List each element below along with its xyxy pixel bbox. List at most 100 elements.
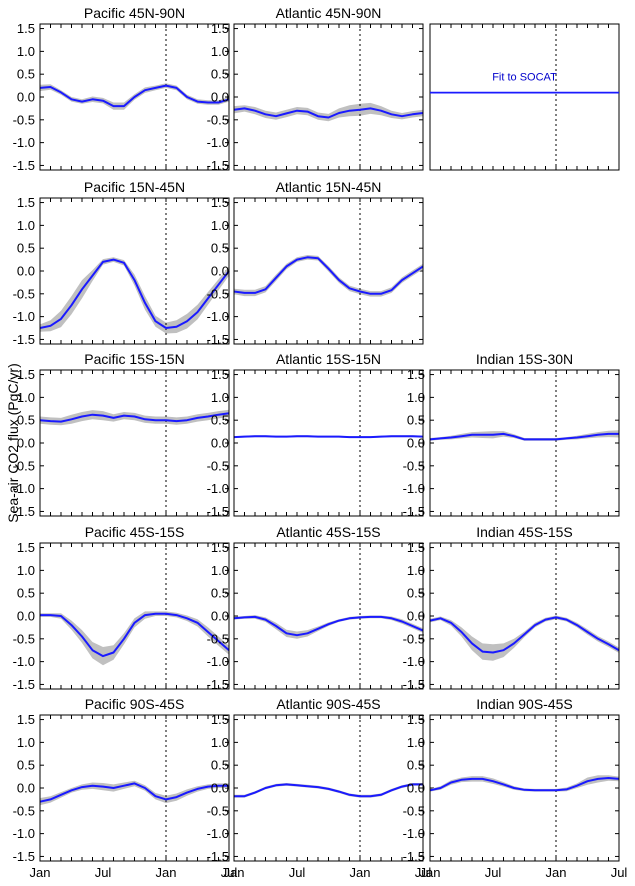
y-tick-label: 1.0	[211, 390, 229, 405]
y-tick-label: -1.0	[13, 826, 35, 841]
plot-frame	[429, 542, 620, 690]
y-tick-label: 1.5	[211, 540, 229, 555]
panel-title: Indian 45S-15S	[476, 524, 573, 540]
y-tick-label: 0.0	[407, 609, 425, 624]
panel-title: Pacific 45N-90N	[84, 5, 185, 21]
y-tick-label: 1.5	[211, 367, 229, 382]
y-tick-label: -0.5	[207, 458, 229, 473]
y-tick-label: -0.5	[13, 803, 35, 818]
panel-atlantic-15s-15n: Atlantic 15S-15N -1.5 -1.0 -0.5 0.0 0.5 1.0 1.5	[207, 351, 424, 519]
socat-fit-line	[233, 435, 424, 439]
y-tick-label: 1.0	[407, 390, 425, 405]
socat-fit-line	[39, 84, 230, 108]
y-tick-label: 0.5	[211, 413, 229, 428]
plot-frame	[233, 197, 424, 345]
plot-frame	[39, 197, 230, 345]
y-tick-label: -1.5	[13, 158, 35, 173]
uncertainty-band	[430, 615, 619, 661]
x-tick-label: Jul	[485, 865, 502, 880]
panel-title: Atlantic 15N-45N	[276, 179, 382, 195]
x-tick-label: Jul	[95, 865, 112, 880]
y-tick-label: 0.5	[17, 413, 35, 428]
y-tick-label: 0.5	[17, 67, 35, 82]
y-tick-label: -0.5	[403, 458, 425, 473]
y-tick-label: 1.0	[17, 218, 35, 233]
y-tick-label: 0.0	[211, 90, 229, 105]
y-tick-label: -0.5	[207, 112, 229, 127]
y-tick-label: -1.5	[207, 332, 229, 347]
panel-grid: Pacific 45N-90N -1.5 -1.0 -0.5 0.0 0.5 1.0 1.5 A…	[13, 5, 628, 880]
y-tick-label: 1.0	[407, 563, 425, 578]
y-tick-label: 0.0	[211, 436, 229, 451]
panel-indian-15s-30n: Indian 15S-30N -1.5 -1.0 -0.5 0.0 0.5 1.0 1.5	[403, 351, 620, 519]
y-tick-label: 0.5	[407, 758, 425, 773]
y-tick-label: 1.5	[407, 540, 425, 555]
y-tick-label: 0.0	[407, 436, 425, 451]
panel-pacific-45s-15s: Pacific 45S-15S -1.5 -1.0 -0.5 0.0 0.5 1.0 1.5	[13, 524, 230, 692]
panel-atlantic-45n-90n: Atlantic 45N-90N -1.5 -1.0 -0.5 0.0 0.5 1.0 1.5	[207, 5, 424, 173]
socat-fit-line	[39, 782, 229, 803]
plot-frame	[233, 23, 424, 171]
x-tick-label: Jan	[420, 865, 441, 880]
y-tick-label: 0.5	[17, 241, 35, 256]
y-tick-label: 1.0	[17, 390, 35, 405]
panel-pacific-45n-90n: Pacific 45N-90N -1.5 -1.0 -0.5 0.0 0.5 1.0 1.5	[13, 5, 230, 173]
y-tick-label: -1.5	[403, 677, 425, 692]
y-tick-label: 1.0	[211, 44, 229, 59]
x-tick-label: Jul	[289, 865, 306, 880]
y-axis-label: Sea-air CO2 flux (PgC/yr)	[5, 363, 21, 522]
y-tick-label: 1.0	[211, 218, 229, 233]
y-tick-label: 0.0	[17, 264, 35, 279]
plot-frame	[39, 542, 230, 690]
socat-fit-line	[40, 612, 230, 658]
y-tick-label: 0.0	[211, 264, 229, 279]
plot-frame	[233, 369, 424, 517]
plot-frame	[39, 369, 230, 517]
socat-fit-line	[233, 615, 424, 637]
y-tick-label: -1.0	[13, 654, 35, 669]
panel-title: Pacific 15N-45N	[84, 179, 185, 195]
y-tick-label: -1.5	[13, 504, 35, 519]
plot-frame	[233, 714, 424, 862]
y-tick-label: 1.0	[17, 563, 35, 578]
panel-title: Atlantic 90S-45S	[276, 696, 380, 712]
y-tick-label: 0.0	[17, 609, 35, 624]
uncertainty-band	[234, 783, 423, 798]
y-tick-label: -0.5	[13, 112, 35, 127]
y-tick-label: 0.5	[211, 67, 229, 82]
panel-pacific-15n-45n: Pacific 15N-45N -1.5 -1.0 -0.5 0.0 0.5 1.0 1.5	[13, 179, 230, 347]
y-tick-label: -1.0	[13, 135, 35, 150]
y-tick-label: 1.5	[211, 195, 229, 210]
y-tick-label: 1.0	[211, 563, 229, 578]
panel-title: Indian 15S-30N	[476, 351, 573, 367]
y-tick-label: 1.0	[211, 735, 229, 750]
socat-fit-line	[429, 432, 619, 441]
y-tick-label: -1.5	[207, 677, 229, 692]
panel-indian-90s-45s: Indian 90S-45S -1.5 -1.0 -0.5 0.0 0.5 1.0 1.5 Ja…	[403, 696, 628, 880]
y-tick-label: 1.5	[407, 367, 425, 382]
y-tick-label: 0.0	[17, 90, 35, 105]
y-tick-label: -1.0	[13, 309, 35, 324]
y-tick-label: 0.5	[17, 758, 35, 773]
y-tick-label: -1.5	[403, 504, 425, 519]
y-tick-label: 0.5	[211, 758, 229, 773]
y-tick-label: 1.5	[211, 21, 229, 36]
y-tick-label: 1.0	[17, 735, 35, 750]
y-tick-label: 1.0	[17, 44, 35, 59]
y-tick-label: -0.5	[13, 631, 35, 646]
uncertainty-band	[40, 611, 229, 666]
y-tick-label: 1.5	[17, 367, 35, 382]
panel-title: Pacific 15S-15N	[84, 351, 184, 367]
panel-title: Atlantic 45N-90N	[276, 5, 382, 21]
panel-title: Pacific 45S-15S	[85, 524, 185, 540]
x-tick-label: Jan	[30, 865, 51, 880]
y-tick-label: -1.0	[207, 654, 229, 669]
socat-fit-line	[429, 616, 620, 654]
y-tick-label: 0.5	[211, 241, 229, 256]
x-tick-label: Jan	[224, 865, 245, 880]
x-tick-label: Jul	[611, 865, 628, 880]
panel-pacific-90s-45s: Pacific 90S-45S -1.5 -1.0 -0.5 0.0 0.5 1.0 1.5 J…	[13, 696, 238, 880]
uncertainty-band	[234, 615, 423, 639]
y-tick-label: 0.5	[17, 586, 35, 601]
x-tick-label: Jul	[221, 865, 238, 880]
